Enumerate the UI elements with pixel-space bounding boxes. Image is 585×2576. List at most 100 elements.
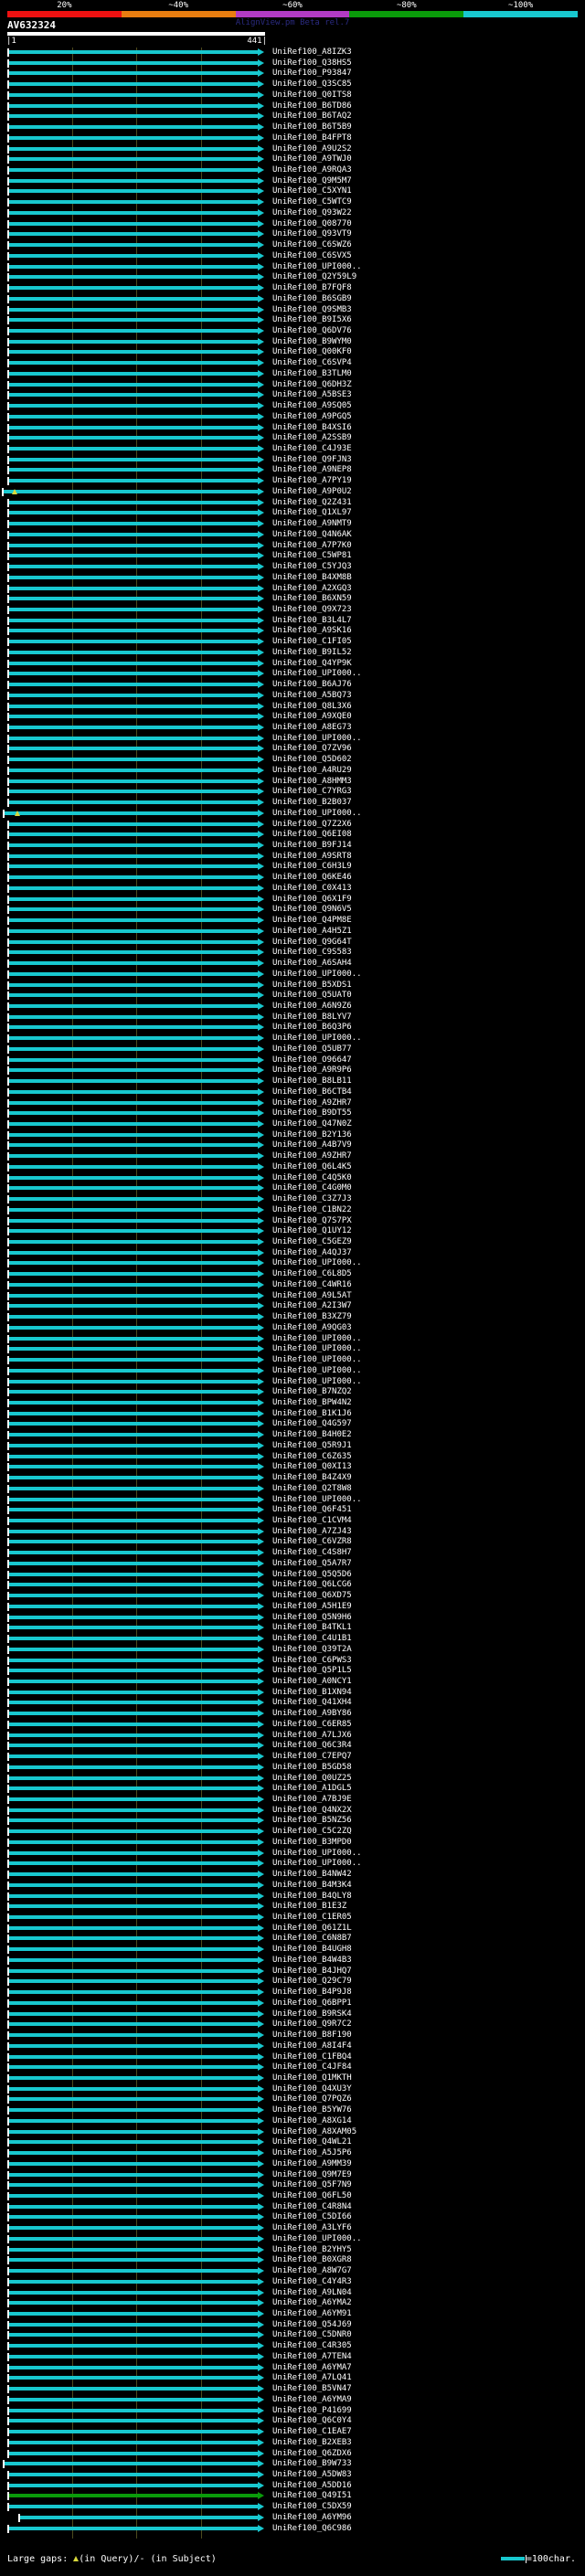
alignment-hsp-bar[interactable]: [9, 103, 258, 108]
alignment-row-label[interactable]: UniRef100_UPI000..: [272, 1494, 362, 1504]
alignment-row-label[interactable]: UniRef100_B8LB11: [272, 1076, 352, 1087]
alignment-row[interactable]: UniRef100_C6PWS3: [0, 1656, 585, 1666]
alignment-row-label[interactable]: UniRef100_A9NEP8: [272, 465, 352, 475]
alignment-hsp-bar[interactable]: [9, 1422, 258, 1426]
alignment-hsp-bar[interactable]: [9, 1936, 258, 1941]
alignment-row-label[interactable]: UniRef100_Q5D602: [272, 755, 352, 765]
alignment-hsp-bar[interactable]: [9, 1615, 258, 1619]
alignment-hsp-bar[interactable]: [9, 404, 258, 408]
alignment-hsp-bar[interactable]: [9, 961, 258, 966]
alignment-hsp-bar[interactable]: [9, 522, 258, 526]
alignment-row-label[interactable]: UniRef100_Q6LCG6: [272, 1580, 352, 1590]
alignment-row[interactable]: UniRef100_C4WR16: [0, 1280, 585, 1290]
alignment-hsp-bar[interactable]: [9, 2161, 258, 2166]
alignment-row-label[interactable]: UniRef100_C1EAE7: [272, 2427, 352, 2437]
alignment-hsp-bar[interactable]: [9, 243, 258, 248]
alignment-row[interactable]: UniRef100_B6AJ76: [0, 680, 585, 690]
alignment-row-label[interactable]: UniRef100_A9ZHR7: [272, 1151, 352, 1161]
alignment-row[interactable]: UniRef100_B9WYM0: [0, 337, 585, 347]
alignment-row-label[interactable]: UniRef100_Q2T8W8: [272, 1483, 352, 1493]
alignment-hsp-bar[interactable]: [9, 2258, 258, 2263]
alignment-row[interactable]: UniRef100_A6YMA9: [0, 2395, 585, 2405]
alignment-row[interactable]: UniRef100_B5YW76: [0, 2105, 585, 2115]
alignment-row[interactable]: UniRef100_B3L4L7: [0, 616, 585, 626]
alignment-row-label[interactable]: UniRef100_B5VN47: [272, 2384, 352, 2394]
alignment-row-label[interactable]: UniRef100_A9QG03: [272, 1322, 352, 1332]
alignment-row[interactable]: UniRef100_Q6XD75: [0, 1591, 585, 1601]
alignment-row-label[interactable]: UniRef100_B6Q3P6: [272, 1023, 352, 1033]
alignment-row-label[interactable]: UniRef100_C5XYN1: [272, 186, 352, 196]
alignment-row[interactable]: UniRef100_C1BN22: [0, 1205, 585, 1215]
alignment-row[interactable]: UniRef100_C5GEZ9: [0, 1237, 585, 1247]
alignment-row-label[interactable]: UniRef100_A9MM39: [272, 2158, 352, 2168]
alignment-row-label[interactable]: UniRef100_Q5R9J1: [272, 1440, 352, 1450]
alignment-row-label[interactable]: UniRef100_C5DI66: [272, 2212, 352, 2222]
alignment-row-label[interactable]: UniRef100_Q6C0Y4: [272, 2416, 352, 2426]
alignment-hsp-bar[interactable]: [9, 2397, 258, 2401]
alignment-row[interactable]: UniRef100_Q5P1L5: [0, 1666, 585, 1676]
alignment-row[interactable]: UniRef100_B8LYV7: [0, 1012, 585, 1023]
alignment-hsp-bar[interactable]: [9, 1336, 258, 1341]
alignment-row-label[interactable]: UniRef100_UPI000..: [272, 969, 362, 979]
alignment-row[interactable]: UniRef100_C6N8B7: [0, 1934, 585, 1944]
alignment-row-label[interactable]: UniRef100_C6SVX5: [272, 250, 352, 260]
alignment-hsp-bar[interactable]: [9, 2408, 258, 2412]
alignment-row-label[interactable]: UniRef100_A6YM96: [272, 2512, 352, 2522]
alignment-row-label[interactable]: UniRef100_UPI000..: [272, 1355, 362, 1365]
alignment-row[interactable]: UniRef100_A5H1E9: [0, 1602, 585, 1612]
alignment-row-label[interactable]: UniRef100_Q00KF0: [272, 347, 352, 357]
alignment-row-label[interactable]: UniRef100_Q5P1L5: [272, 1666, 352, 1676]
alignment-row[interactable]: UniRef100_A2SSB9: [0, 433, 585, 443]
alignment-row-label[interactable]: UniRef100_Q38HS5: [272, 58, 352, 68]
alignment-row-label[interactable]: UniRef100_Q54J69: [272, 2319, 352, 2329]
alignment-row[interactable]: UniRef100_A2I3W7: [0, 1301, 585, 1311]
alignment-row[interactable]: UniRef100_A9NMT9: [0, 519, 585, 529]
alignment-hsp-bar[interactable]: [9, 264, 258, 269]
alignment-row[interactable]: UniRef100_C6Z635: [0, 1452, 585, 1462]
alignment-row-label[interactable]: UniRef100_Q39T2A: [272, 1644, 352, 1654]
alignment-hsp-bar[interactable]: [9, 286, 258, 291]
alignment-hsp-bar[interactable]: [9, 371, 258, 376]
alignment-row-label[interactable]: UniRef100_B4XSI6: [272, 422, 352, 432]
alignment-hsp-bar[interactable]: [9, 1325, 258, 1330]
alignment-row[interactable]: UniRef100_Q6DV76: [0, 326, 585, 336]
alignment-row[interactable]: UniRef100_A9BY86: [0, 1709, 585, 1719]
alignment-hsp-bar[interactable]: [9, 2451, 258, 2455]
alignment-row-label[interactable]: UniRef100_A8XG14: [272, 2115, 352, 2125]
alignment-row[interactable]: UniRef100_B0XGR8: [0, 2255, 585, 2265]
alignment-row-label[interactable]: UniRef100_A3LYF6: [272, 2223, 352, 2233]
alignment-hsp-bar[interactable]: [9, 1218, 258, 1223]
alignment-hsp-bar[interactable]: [9, 2097, 258, 2102]
alignment-row-label[interactable]: UniRef100_B4H0E2: [272, 1430, 352, 1440]
alignment-hsp-bar[interactable]: [9, 779, 258, 783]
alignment-row-label[interactable]: UniRef100_UPI000..: [272, 669, 362, 679]
alignment-row[interactable]: UniRef100_C5DNR0: [0, 2330, 585, 2340]
alignment-hsp-bar[interactable]: [9, 1454, 258, 1458]
alignment-row-label[interactable]: UniRef100_Q0XI13: [272, 1462, 352, 1472]
alignment-hsp-bar[interactable]: [9, 2118, 258, 2123]
alignment-row[interactable]: UniRef100_A9QG03: [0, 1323, 585, 1333]
alignment-hsp-bar[interactable]: [9, 1390, 258, 1394]
alignment-row-label[interactable]: UniRef100_Q6X1F9: [272, 894, 352, 904]
alignment-row-label[interactable]: UniRef100_UPI000..: [272, 1034, 362, 1044]
alignment-hsp-bar[interactable]: [9, 650, 258, 654]
alignment-row-label[interactable]: UniRef100_B2Y136: [272, 1129, 352, 1140]
alignment-row[interactable]: UniRef100_A8EG73: [0, 723, 585, 733]
alignment-row[interactable]: UniRef100_A7ZJ43: [0, 1527, 585, 1537]
alignment-hsp-bar[interactable]: [9, 1915, 258, 1920]
alignment-row-label[interactable]: UniRef100_A8XAM05: [272, 2126, 357, 2136]
alignment-hsp-bar[interactable]: [9, 1089, 258, 1094]
alignment-row[interactable]: UniRef100_Q8L3X6: [0, 702, 585, 712]
alignment-row-label[interactable]: UniRef100_A7ZJ43: [272, 1526, 352, 1536]
alignment-hsp-bar[interactable]: [9, 747, 258, 751]
alignment-hsp-bar[interactable]: [9, 1529, 258, 1533]
alignment-hsp-bar[interactable]: [9, 2333, 258, 2337]
alignment-hsp-bar[interactable]: [9, 1315, 258, 1320]
alignment-hsp-bar[interactable]: [9, 71, 258, 76]
alignment-row-label[interactable]: UniRef100_Q7Z2X6: [272, 819, 352, 829]
alignment-row[interactable]: UniRef100_Q00KF0: [0, 347, 585, 357]
alignment-row[interactable]: UniRef100_A9LN04: [0, 2288, 585, 2298]
alignment-row[interactable]: UniRef100_C7YRG3: [0, 787, 585, 797]
alignment-row-label[interactable]: UniRef100_Q4NX2X: [272, 1805, 352, 1815]
alignment-hsp-bar[interactable]: [9, 1465, 258, 1469]
